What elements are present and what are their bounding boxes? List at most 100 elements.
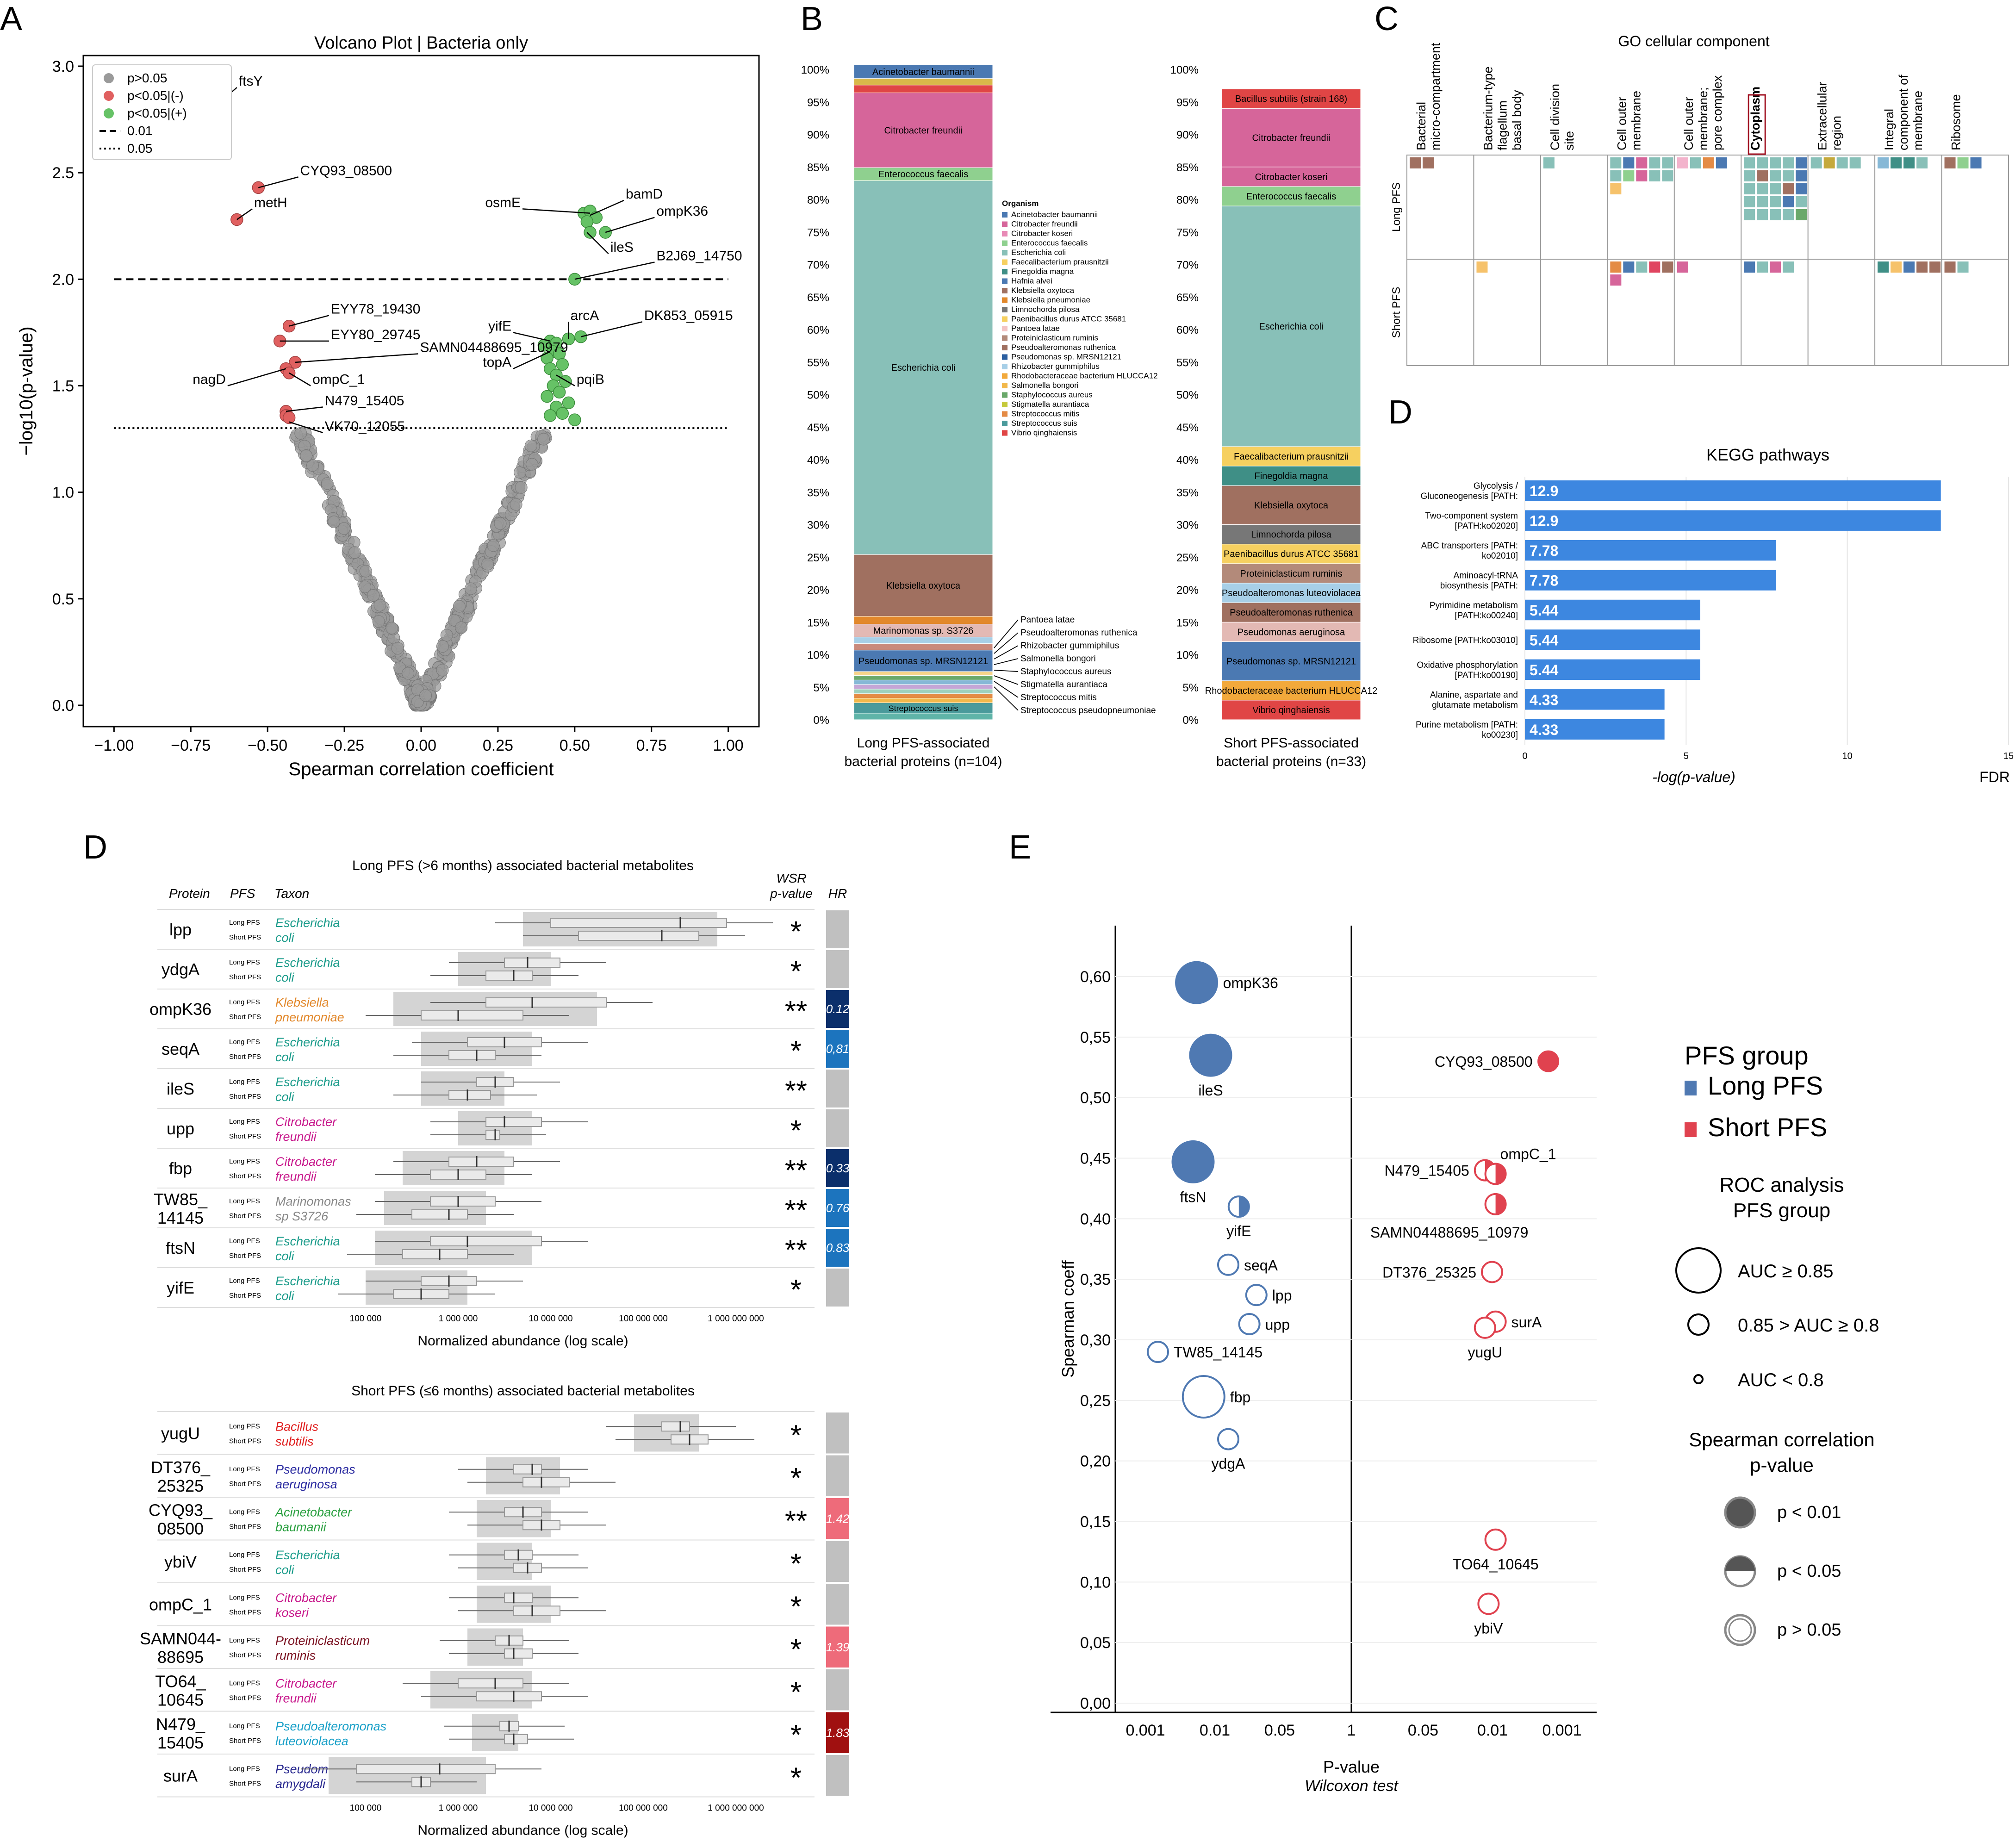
- e-x-tick: 1: [1347, 1722, 1356, 1739]
- bubble-label: ybiV: [1474, 1620, 1503, 1636]
- legend-long-label: Long PFS: [1708, 1071, 1823, 1100]
- nonsignificant-point: [294, 427, 307, 440]
- bubble-label: ydgA: [1212, 1456, 1246, 1472]
- legend-pv3: p > 0.05: [1777, 1620, 1841, 1640]
- bubble-ydga: [1217, 1428, 1239, 1450]
- legend-roc-subtitle: PFS group: [1733, 1199, 1830, 1222]
- nonsignificant-point: [391, 642, 404, 655]
- legend-spearman-subtitle: p-value: [1750, 1454, 1814, 1476]
- x-axis-label: Spearman correlation coefficient: [289, 759, 554, 779]
- bubble-half-fill: [1495, 1164, 1506, 1184]
- nonsignificant-point: [306, 459, 319, 472]
- e-x-tick: 0.01: [1200, 1722, 1230, 1739]
- bubble-label: ileS: [1198, 1082, 1223, 1099]
- bubble-upp: [1238, 1313, 1261, 1335]
- x-tick-label: −0.25: [324, 737, 364, 754]
- legend-p001: [1724, 1496, 1756, 1529]
- legend-auc-small: [1693, 1374, 1704, 1384]
- x-tick-label: 0.75: [636, 737, 667, 754]
- bubble-ftsn: [1171, 1140, 1215, 1183]
- nonsignificant-point: [524, 439, 537, 452]
- nonsignificant-point: [481, 558, 494, 571]
- bubble-label: ftsN: [1180, 1188, 1207, 1205]
- panel-label-a: A: [0, 0, 23, 37]
- nonsignificant-point: [515, 481, 528, 494]
- bubble-to64-10645: [1484, 1528, 1507, 1551]
- legend-auc2: 0.85 > AUC ≥ 0.8: [1738, 1315, 1879, 1336]
- bubble-half-fill: [1238, 1196, 1249, 1217]
- nonsignificant-point: [436, 664, 449, 677]
- nonsignificant-point: [464, 582, 477, 595]
- bubble-label: DT376_25325: [1382, 1264, 1476, 1281]
- nonsignificant-point: [359, 580, 372, 593]
- bubble-label: N479_15405: [1385, 1163, 1469, 1179]
- bubble-label: seqA: [1244, 1257, 1278, 1274]
- bubble-fbp: [1182, 1375, 1225, 1419]
- nonsignificant-point: [440, 628, 453, 641]
- bubble-label: surA: [1511, 1314, 1542, 1331]
- y-tick-label: 0.5: [52, 591, 74, 608]
- y-tick-label: 3.0: [52, 58, 74, 75]
- e-x-tick: 0.01: [1477, 1722, 1508, 1739]
- nonsignificant-point: [510, 498, 522, 511]
- bubble-cyq93-08500: [1537, 1050, 1560, 1072]
- nonsignificant-point: [373, 599, 386, 612]
- legend-auc3: AUC < 0.8: [1738, 1370, 1824, 1390]
- nonsignificant-point: [300, 449, 313, 462]
- y-axis-label: −log10(p-value): [16, 326, 37, 455]
- bubble-label: yifE: [1226, 1223, 1251, 1239]
- bubble-yugu: [1474, 1316, 1496, 1339]
- legend-pns: [1724, 1614, 1756, 1646]
- legend-pv1: p < 0.01: [1777, 1503, 1841, 1522]
- nonsignificant-point: [348, 546, 361, 559]
- e-y-tick: 0,55: [1080, 1029, 1111, 1046]
- e-y-tick: 0,60: [1080, 968, 1111, 986]
- bubble-half-fill: [1495, 1194, 1506, 1214]
- e-y-tick: 0,00: [1080, 1695, 1111, 1712]
- bubble-label: SAMN04488695_10979: [1370, 1224, 1529, 1241]
- x-tick-label: 0.25: [483, 737, 513, 754]
- legend-short-swatch: [1685, 1122, 1697, 1137]
- legend-spearman-title: Spearman correlation: [1689, 1429, 1875, 1450]
- legend-auc-medium: [1687, 1313, 1710, 1336]
- volcano-title: Volcano Plot | Bacteria only: [314, 33, 528, 53]
- bubble-ompk36: [1175, 961, 1219, 1004]
- y-tick-label: 2.0: [52, 271, 74, 288]
- e-x-label: P-value: [1323, 1757, 1380, 1776]
- panel-label-d-kegg: D: [1388, 394, 1412, 431]
- panel-label-d-box: D: [83, 829, 107, 866]
- panel-label-e: E: [1009, 829, 1032, 866]
- e-y-tick: 0,20: [1080, 1453, 1111, 1470]
- legend-roc-title: ROC analysis: [1720, 1174, 1844, 1196]
- e-y-tick: 0,15: [1080, 1513, 1111, 1531]
- e-y-tick: 0,35: [1080, 1271, 1111, 1288]
- bubble-label: fbp: [1230, 1389, 1250, 1406]
- e-x-sublabel: Wilcoxon test: [1305, 1777, 1399, 1795]
- bubble-label: lpp: [1272, 1287, 1292, 1304]
- bubble-lpp: [1245, 1284, 1268, 1307]
- bubble-label: TO64_10645: [1452, 1556, 1538, 1573]
- e-x-tick: 0.001: [1126, 1722, 1165, 1739]
- bubble-label: CYQ93_08500: [1435, 1053, 1533, 1070]
- e-y-tick: 0,45: [1080, 1150, 1111, 1168]
- x-tick-label: −0.50: [248, 737, 287, 754]
- nonsignificant-point: [494, 517, 507, 530]
- e-y-tick: 0,10: [1080, 1574, 1111, 1591]
- legend-short-label: Short PFS: [1708, 1113, 1827, 1142]
- bubble-seqa: [1217, 1253, 1239, 1276]
- e-y-tick: 0,40: [1080, 1210, 1111, 1228]
- legend-pv2: p < 0.05: [1777, 1562, 1841, 1581]
- e-x-tick: 0.05: [1264, 1722, 1295, 1739]
- legend-auc1: AUC ≥ 0.85: [1738, 1261, 1833, 1282]
- y-tick-label: 0.0: [52, 697, 74, 715]
- bubble-iles: [1189, 1033, 1232, 1077]
- nonsignificant-point: [321, 477, 334, 490]
- y-tick-label: 2.5: [52, 164, 74, 182]
- panel-label-c: C: [1374, 0, 1399, 37]
- nonsignificant-point: [386, 622, 398, 635]
- nonsignificant-point: [455, 621, 468, 634]
- e-x-tick: 0.001: [1542, 1722, 1581, 1739]
- legend-title: PFS group: [1685, 1041, 1809, 1070]
